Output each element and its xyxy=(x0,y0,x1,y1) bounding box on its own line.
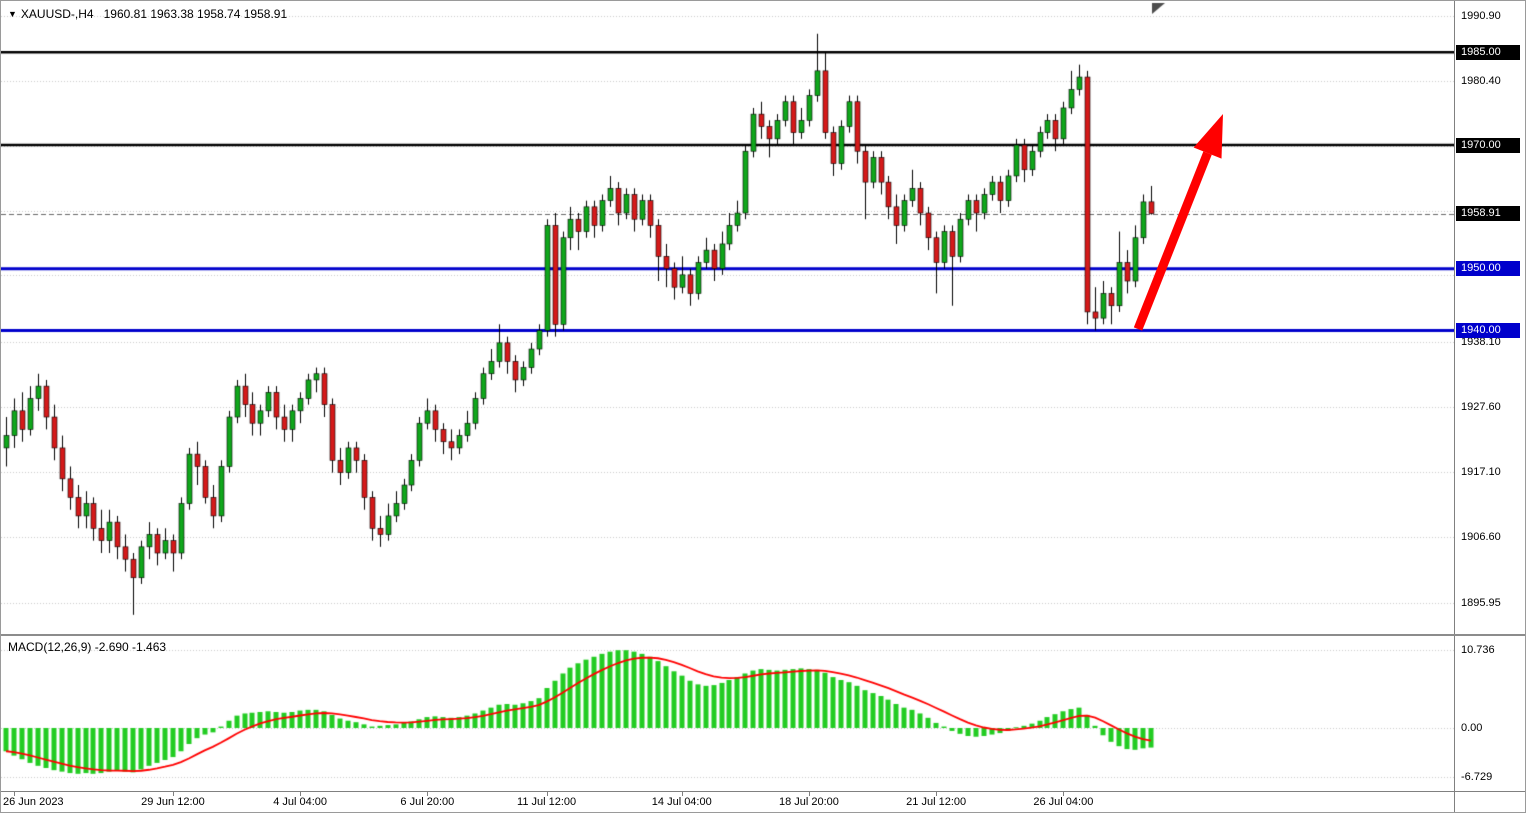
macd-indicator-label: MACD(12,26,9) -2.690 -1.463 xyxy=(8,640,167,654)
time-axis-label: 26 Jul 04:00 xyxy=(1033,796,1094,808)
time-axis-tick xyxy=(547,792,548,796)
time-axis-tick xyxy=(809,792,810,796)
price-level-label: 1985.00 xyxy=(1456,44,1520,60)
price-axis-label: 1938.10 xyxy=(1461,336,1501,349)
time-axis-tick xyxy=(682,792,683,796)
chart-symbol-marker-icon: ▼ xyxy=(8,9,17,19)
time-axis-label: 14 Jul 04:00 xyxy=(651,796,712,808)
time-axis-separator xyxy=(1,791,1525,792)
price-level-label: 1950.00 xyxy=(1456,261,1520,277)
price-level-label: 1970.00 xyxy=(1456,137,1520,153)
price-axis-label: 1990.90 xyxy=(1461,9,1501,22)
time-axis-tick xyxy=(1063,792,1064,796)
price-level-label: 1940.00 xyxy=(1456,322,1520,338)
macd-indicator-canvas[interactable] xyxy=(1,636,1454,791)
time-axis-tick xyxy=(936,792,937,796)
macd-axis-label: 10.736 xyxy=(1461,643,1495,656)
price-axis-label: 1917.10 xyxy=(1461,466,1501,479)
time-axis-tick xyxy=(427,792,428,796)
time-axis-tick xyxy=(300,792,301,796)
macd-axis-label: -6.729 xyxy=(1461,770,1493,783)
time-axis-label: 26 Jun 2023 xyxy=(3,796,64,808)
ohlc-values: 1960.81 1963.38 1958.74 1958.91 xyxy=(103,7,288,21)
time-axis-label: 18 Jul 20:00 xyxy=(778,796,839,808)
price-chart-canvas[interactable] xyxy=(1,1,1454,634)
time-axis[interactable]: 26 Jun 2023 29 Jun 12:00 4 Jul 04:00 6 Jul … xyxy=(1,792,1454,812)
price-level-label: 1958.91 xyxy=(1456,206,1520,222)
time-axis-label: 11 Jul 12:00 xyxy=(517,796,577,808)
price-axis-label: 1927.60 xyxy=(1461,401,1501,414)
panel-separator[interactable] xyxy=(1,634,1525,636)
time-axis-label: 29 Jun 12:00 xyxy=(141,796,205,808)
time-axis-label: 21 Jul 12:00 xyxy=(906,796,967,808)
price-scale-axis[interactable]: 1990.90 1980.40 1938.10 1927.60 1917.10 1906.… xyxy=(1454,1,1525,812)
price-axis-label: 1906.60 xyxy=(1461,530,1501,543)
symbol-timeframe-label: XAUUSD-,H4 xyxy=(20,7,94,21)
price-axis-label: 1895.95 xyxy=(1461,596,1501,609)
symbol-ohlc-header: ▼ XAUUSD-,H4 1960.81 1963.38 1958.74 1958.… xyxy=(8,7,287,21)
macd-axis-label: 0.00 xyxy=(1461,722,1483,734)
time-axis-tick xyxy=(173,792,174,796)
price-axis-label: 1980.40 xyxy=(1461,74,1501,87)
time-axis-label: 4 Jul 04:00 xyxy=(273,796,328,808)
time-axis-label: 6 Jul 20:00 xyxy=(400,796,455,808)
time-axis-tick xyxy=(14,792,15,796)
